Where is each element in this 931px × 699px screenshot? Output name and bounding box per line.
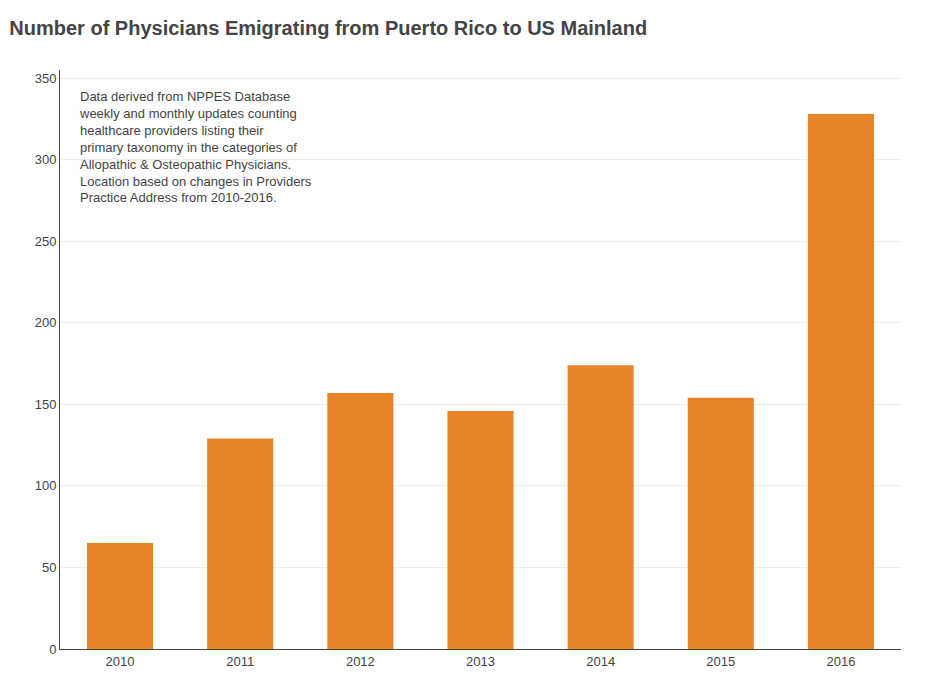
svg-text:2015: 2015 [706,654,735,669]
svg-text:200: 200 [35,315,57,330]
svg-text:Data derived from NPPES Databa: Data derived from NPPES Databaseweekly a… [79,89,312,205]
svg-text:0: 0 [49,642,56,657]
svg-text:350: 350 [35,71,57,86]
svg-text:2016: 2016 [826,654,855,669]
svg-text:2011: 2011 [226,654,254,669]
svg-text:2010: 2010 [106,654,135,669]
svg-text:50: 50 [42,560,56,575]
svg-text:250: 250 [35,234,57,249]
svg-text:300: 300 [35,152,57,167]
svg-text:2014: 2014 [586,654,615,669]
svg-text:Number of Physicians Emigratin: Number of Physicians Emigrating from Pue… [9,17,647,39]
svg-text:2012: 2012 [346,654,375,669]
svg-text:100: 100 [35,478,57,493]
svg-text:2013: 2013 [466,654,495,669]
svg-text:150: 150 [35,397,57,412]
